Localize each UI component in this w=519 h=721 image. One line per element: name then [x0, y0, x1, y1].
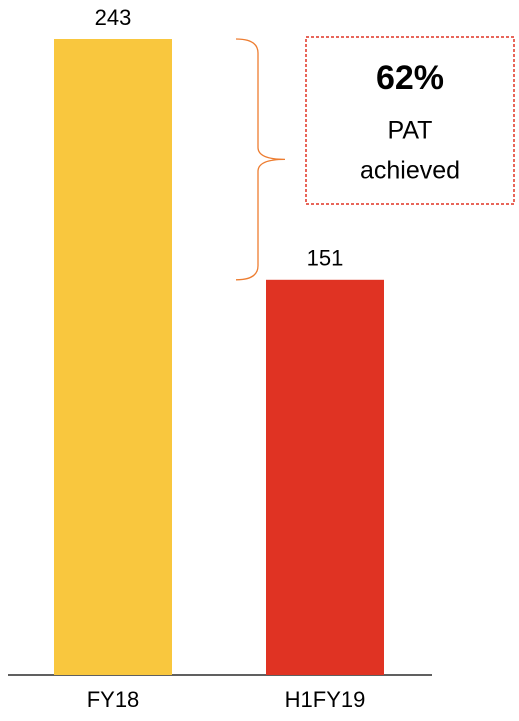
x-tick-label: FY18 [87, 687, 140, 712]
bar [266, 279, 384, 675]
annotation-text: PAT [388, 117, 433, 145]
value-label: 243 [95, 5, 132, 30]
brace [235, 38, 286, 281]
bar [54, 39, 172, 675]
annotation-headline: 62% [376, 59, 444, 97]
x-tick-label: H1FY19 [285, 687, 366, 712]
value-label: 151 [307, 246, 344, 271]
annotation-box [305, 36, 515, 205]
annotation-text: achieved [360, 157, 460, 185]
